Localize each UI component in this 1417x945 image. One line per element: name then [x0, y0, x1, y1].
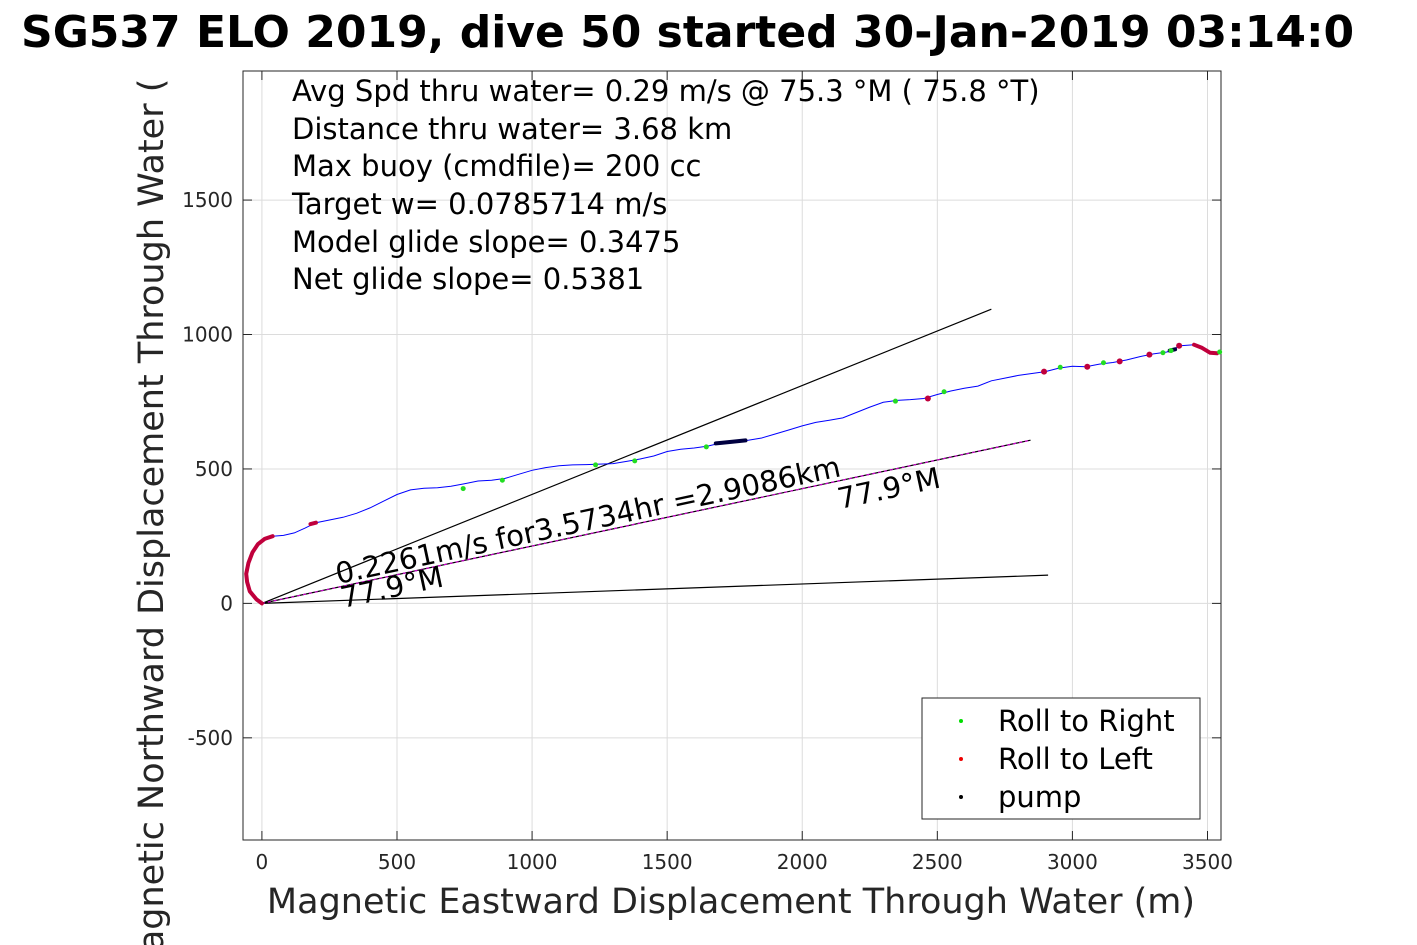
legend-label-pump: pump — [998, 780, 1081, 814]
y-tick-label-1: 0 — [220, 591, 233, 615]
dive-track-line — [245, 344, 1222, 604]
axis-ticks: 0 500 1000 1500 2000 2500 3000 3500 -500 0 500 1000… — [182, 71, 1233, 874]
x-tick-label-6: 3000 — [1047, 850, 1098, 874]
y-tick-label-3: 1000 — [182, 323, 233, 347]
annotation-max-buoy: Max buoy (cmdfile)= 200 cc — [292, 149, 701, 183]
legend-box — [921, 697, 1201, 820]
roll-right-point-8 — [1100, 360, 1106, 366]
legend-marker-roll-right — [959, 719, 963, 723]
y-tick-label-0: -500 — [188, 726, 233, 750]
legend-label-roll-left: Roll to Left — [998, 742, 1153, 776]
grid-lines — [243, 71, 1221, 840]
roll-right-point-9 — [1160, 350, 1166, 356]
annotation-distance: Distance thru water= 3.68 km — [292, 112, 732, 146]
x-tick-label-0: 0 — [256, 850, 269, 874]
x-tick-label-4: 2000 — [777, 850, 828, 874]
roll-right-point-3 — [632, 458, 638, 464]
roll-left-segment-0 — [244, 534, 275, 606]
x-tick-label-1: 500 — [378, 850, 416, 874]
pump-segment-0 — [713, 438, 748, 446]
model-glide-lower-line — [261, 574, 1049, 604]
y-axis-label: Magnetic Northward Displacement Through … — [132, 79, 172, 945]
roll-right-point-0 — [460, 486, 466, 492]
roll-right-point-5 — [892, 398, 898, 404]
reference-lines — [261, 308, 1049, 604]
annotation-avg-speed: Avg Spd thru water= 0.29 m/s @ 75.3 °M (… — [292, 74, 1040, 108]
roll-left-point-2 — [1084, 363, 1091, 370]
legend-marker-pump — [959, 795, 963, 799]
legend-label-roll-right: Roll to Right — [998, 704, 1175, 738]
roll-right-point-7 — [1057, 364, 1063, 370]
roll-left-point-0 — [924, 395, 931, 402]
plot-area-border — [242, 70, 1222, 841]
chart-title: SG537 ELO 2019, dive 50 started 30-Jan-2… — [21, 7, 1354, 58]
roll-left-point-4 — [1146, 351, 1153, 358]
roll-right-point-10 — [1168, 348, 1174, 354]
x-tick-label-7: 3500 — [1182, 850, 1233, 874]
net-heading-dotted-line — [261, 439, 1031, 604]
roll-right-point-11 — [1217, 349, 1223, 355]
roll-left-segment-1 — [308, 520, 318, 527]
roll-right-point-6 — [941, 389, 947, 395]
x-tick-label-5: 2500 — [912, 850, 963, 874]
y-tick-label-4: 1500 — [182, 188, 233, 212]
roll-left-point-1 — [1041, 368, 1048, 375]
roll-right-point-4 — [703, 444, 709, 450]
legend-marker-roll-left — [959, 757, 963, 761]
roll-left-segment-2 — [1192, 342, 1219, 356]
annotation-model-glide-slope: Model glide slope= 0.3475 — [292, 225, 680, 259]
stats-annotations: Avg Spd thru water= 0.29 m/s @ 75.3 °M (… — [291, 74, 1040, 296]
x-tick-label-2: 1000 — [507, 850, 558, 874]
roll-left-point-3 — [1116, 358, 1123, 365]
x-tick-label-3: 1500 — [642, 850, 693, 874]
y-tick-label-2: 500 — [195, 457, 233, 481]
roll-right-point-1 — [499, 477, 505, 483]
annotation-net-glide-slope: Net glide slope= 0.5381 — [292, 262, 644, 296]
x-axis-label: Magnetic Eastward Displacement Through W… — [267, 882, 1195, 922]
plot-marks — [244, 342, 1223, 606]
model-glide-upper-line — [261, 308, 992, 604]
annotation-target-w: Target w= 0.0785714 m/s — [291, 187, 667, 221]
legend: Roll to Right Roll to Left pump — [921, 697, 1201, 820]
roll-right-point-2 — [593, 462, 599, 468]
roll-left-point-5 — [1176, 342, 1183, 349]
